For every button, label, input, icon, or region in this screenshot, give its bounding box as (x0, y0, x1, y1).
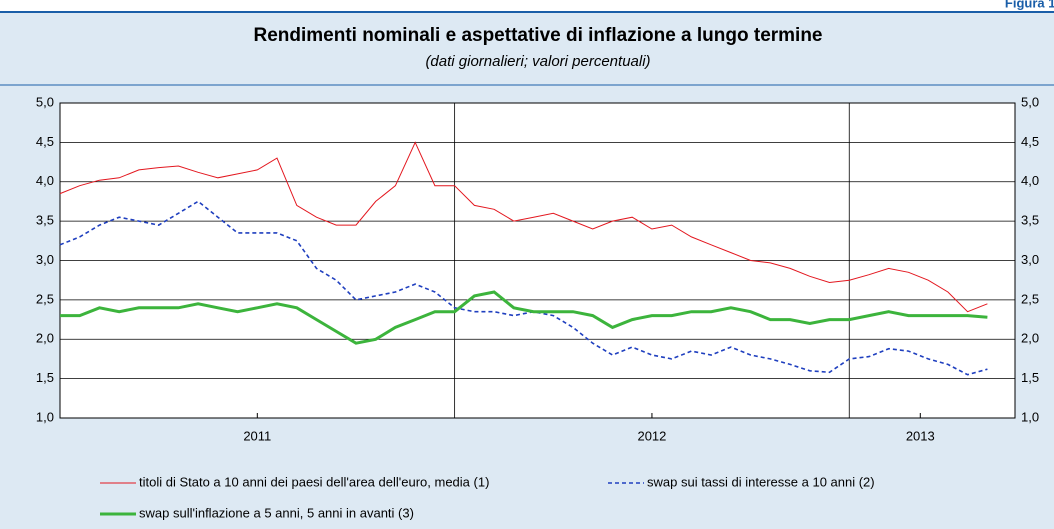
x-tick-label: 2011 (243, 428, 271, 443)
figure-label: Figura 11 (1005, 0, 1054, 10)
y2-tick-label: 4,5 (1021, 134, 1039, 149)
series-line (59, 200, 988, 376)
x-tick-label: 2012 (637, 428, 666, 443)
y-tick-label: 3,5 (36, 213, 54, 228)
y-tick-label: 1,5 (36, 370, 54, 385)
series-line (60, 290, 988, 345)
y2-tick-label: 3,5 (1021, 213, 1039, 228)
series-line (59, 141, 988, 313)
chart-title: Rendimenti nominali e aspettative di inf… (253, 25, 822, 46)
y2-tick-label: 1,0 (1021, 409, 1039, 424)
y-tick-label: 4,0 (36, 173, 54, 188)
y-tick-label: 4,5 (36, 134, 54, 149)
y2-tick-label: 3,0 (1021, 252, 1039, 267)
y-tick-label: 5,0 (36, 94, 54, 109)
y-tick-label: 3,0 (36, 252, 54, 267)
legend-label: titoli di Stato a 10 anni dei paesi dell… (139, 474, 489, 489)
y2-tick-label: 2,0 (1021, 331, 1039, 346)
y2-tick-label: 5,0 (1021, 94, 1039, 109)
y2-tick-label: 4,0 (1021, 173, 1039, 188)
legend-label: swap sull'inflazione a 5 anni, 5 anni in… (139, 505, 414, 520)
y-tick-label: 2,0 (36, 331, 54, 346)
x-tick-label: 2013 (906, 428, 935, 443)
y-tick-label: 1,0 (36, 409, 54, 424)
chart-subtitle: (dati giornalieri; valori percentuali) (425, 53, 650, 70)
y-tick-label: 2,5 (36, 291, 54, 306)
y2-tick-label: 1,5 (1021, 370, 1039, 385)
legend-label: swap sui tassi di interesse a 10 anni (2… (647, 474, 875, 489)
y2-tick-label: 2,5 (1021, 291, 1039, 306)
